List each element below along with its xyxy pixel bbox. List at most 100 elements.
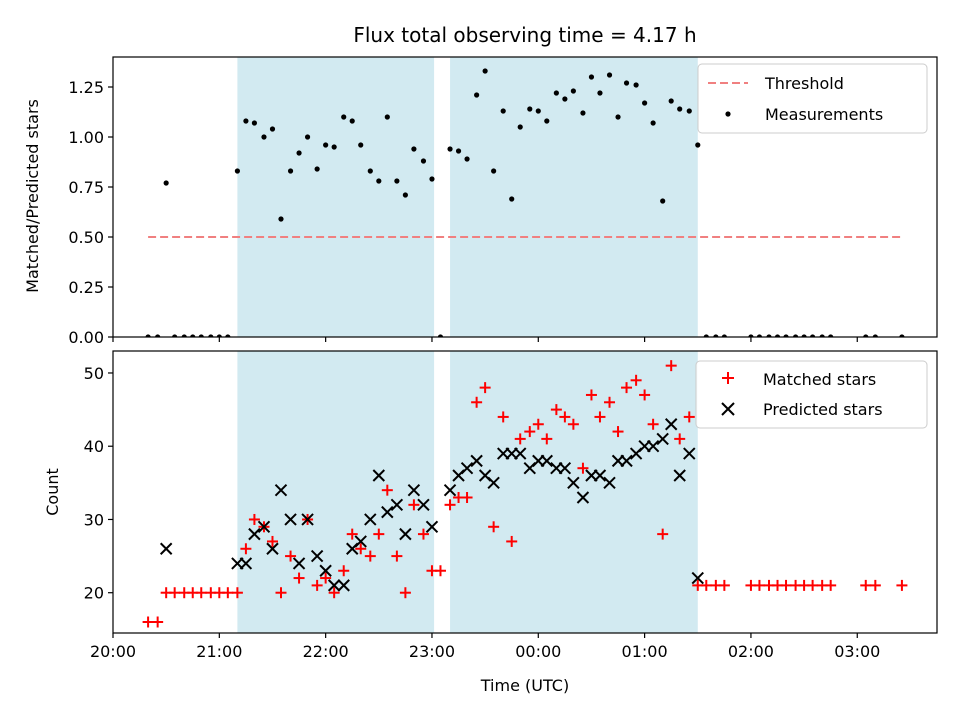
top-measurement-point [216,334,222,337]
bottom-predicted-point [664,418,678,431]
top-measurement-point [562,96,568,102]
bottom-matched-point [550,404,562,416]
bottom-matched-point [577,462,589,474]
bottom-matched-point [328,587,340,599]
bottom-matched-point [381,484,393,496]
bottom-matched-point [471,396,483,408]
bottom-matched-point [514,433,526,445]
top-measurement-point [251,120,258,126]
bottom-matched-point [524,426,536,438]
bottom-matched-point [657,528,669,540]
bottom-shaded-interval-1 [450,351,698,633]
top-measurement-point [474,92,480,98]
top-measurement-point [686,108,692,114]
bottom-matched-point [860,579,872,591]
top-legend: Threshold Measurements [697,63,928,134]
bottom-matched-point [355,543,367,555]
bottom-matched-point [567,418,579,430]
bottom-predicted-point [691,571,704,585]
x-tick-label: 00:00 [515,642,561,661]
bottom-matched-point [604,396,616,408]
x-axis-label: Time (UTC) [480,676,569,695]
top-measurement-point [447,146,453,152]
top-measurement-point [623,80,630,86]
bottom-predicted-point [603,476,616,490]
bottom-predicted-point [576,491,590,504]
x-tick-label: 01:00 [622,642,668,661]
top-measurement-point [721,334,727,337]
top-measurement-point [341,114,347,120]
bottom-predicted-point [407,483,421,497]
bottom-predicted-point [417,498,430,512]
bottom-predicted-point [248,527,261,541]
top-measurement-point [544,118,550,124]
top-measurement-point [304,134,311,140]
top-panel: 0.00 0.25 0.50 0.75 1.00 1.25 [68,56,938,347]
bottom-matched-point [683,411,695,423]
bottom-predicted-point [372,469,386,482]
bottom-predicted-point [567,476,580,490]
bottom-matched-point [266,535,278,547]
bottom-matched-point [399,587,411,599]
x-tick-label: 20:00 [90,642,136,661]
bottom-matched-point [320,572,332,584]
bottom-predicted-point [239,557,253,570]
top-measurement-point [633,82,639,88]
top-measurement-point [331,144,337,150]
top-measurement-point [429,176,435,182]
top-measurement-point [535,108,541,114]
bottom-predicted-point [390,498,404,512]
top-y-tick-label: 0.25 [68,278,104,297]
bottom-matched-point [541,433,553,445]
top-measurement-point [828,334,834,337]
top-measurement-point [278,216,284,222]
top-measurement-point [570,88,576,94]
top-measurement-point [872,334,878,337]
top-measurement-point [668,98,674,104]
bottom-matched-point [896,579,908,591]
bottom-predicted-point [257,520,271,533]
bottom-matched-point [506,535,518,547]
top-measurement-point [437,334,444,337]
bottom-matched-point [594,411,606,423]
top-shaded-interval-1 [450,57,698,337]
bottom-predicted-point [319,564,332,577]
top-measurement-point [349,118,355,124]
bottom-matched-point [488,521,500,533]
bottom-predicted-point [656,432,669,446]
bottom-matched-point [665,360,677,372]
top-measurement-point [376,178,382,184]
bottom-matched-point [559,411,571,423]
top-measurement-point [695,142,701,148]
bottom-predicted-point [460,461,474,475]
top-measurement-point [261,134,267,140]
bottom-matched-point [417,528,429,540]
top-measurement-point [748,334,754,337]
bottom-panel: 20 30 40 50 20:00 21:00 22:00 23:00 00:00 01:00 02… [84,350,938,661]
top-measurement-point [163,180,169,186]
bottom-predicted-point [558,461,572,475]
bottom-legend-box [695,360,928,429]
bottom-matched-point [240,543,252,555]
top-measurement-point [677,106,683,112]
bottom-predicted-point [327,579,341,592]
bottom-matched-point [497,411,509,423]
legend-predicted-swatch [721,402,735,416]
top-measurement-point [863,334,869,337]
top-measurement-point [801,334,807,337]
top-measurement-point [296,150,302,156]
top-y-tick-label: 1.00 [68,128,104,147]
bottom-predicted-point [274,483,288,497]
bottom-predicted-point [364,513,377,526]
bottom-matched-point [285,550,297,562]
bottom-predicted-point [337,579,350,592]
top-measurement-point [517,124,523,130]
x-tick-label: 22:00 [303,642,349,661]
top-y-tick-label: 0.75 [68,178,104,197]
bottom-matched-point [152,616,164,628]
bottom-y-tick-label: 40 [84,437,104,456]
bottom-predicted-point [514,447,527,460]
bottom-legend: Matched stars Predicted stars [695,360,928,429]
bottom-matched-point [479,382,491,394]
top-y-axis-label: Matched/Predicted stars [23,99,42,293]
